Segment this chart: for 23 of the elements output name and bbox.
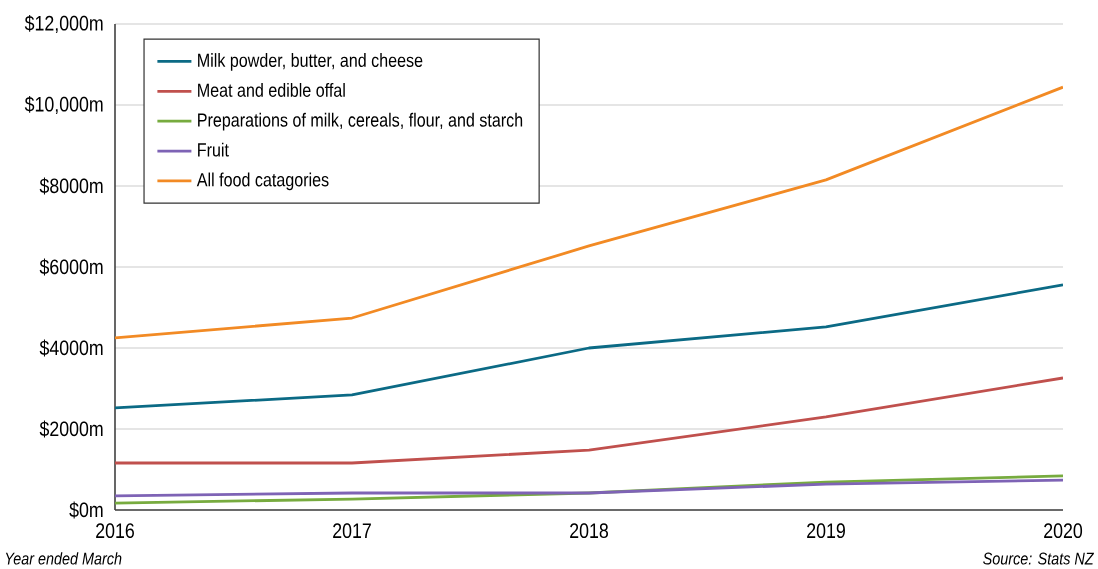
y-tick-label: $8000m [39,177,103,195]
line-series [115,376,1064,465]
legend-label: Meat and edible offal [198,82,345,97]
y-tick-label: $6000m [39,258,103,276]
x-tick-label: 2019 [807,523,845,539]
x-tick-label: 2018 [570,523,609,539]
line-series [115,478,1064,498]
y-tick-label: $2000m [39,420,103,438]
legend-label: Preparations of milk, cereals, flour, and starch [198,112,523,131]
y-tick-label: $12,000m [24,14,103,34]
y-tick-label: $0m [69,501,103,519]
x-tick-label: 2017 [333,523,371,539]
legend-label: Fruit [198,142,229,157]
line-series [115,85,1064,340]
legend-label: Milk powder, butter, and cheese [198,53,423,71]
line-series [115,283,1064,410]
legend-label: All food catagories [196,172,329,191]
y-tick-label: $10,000m [24,95,103,115]
source-note: Source: Stats NZ [983,552,1094,565]
text: Year ended March [5,552,122,565]
x-tick-label: 2020 [1044,523,1083,539]
x-tick-label: 2016 [96,523,134,539]
y-tick-label: $4000m [39,339,103,357]
